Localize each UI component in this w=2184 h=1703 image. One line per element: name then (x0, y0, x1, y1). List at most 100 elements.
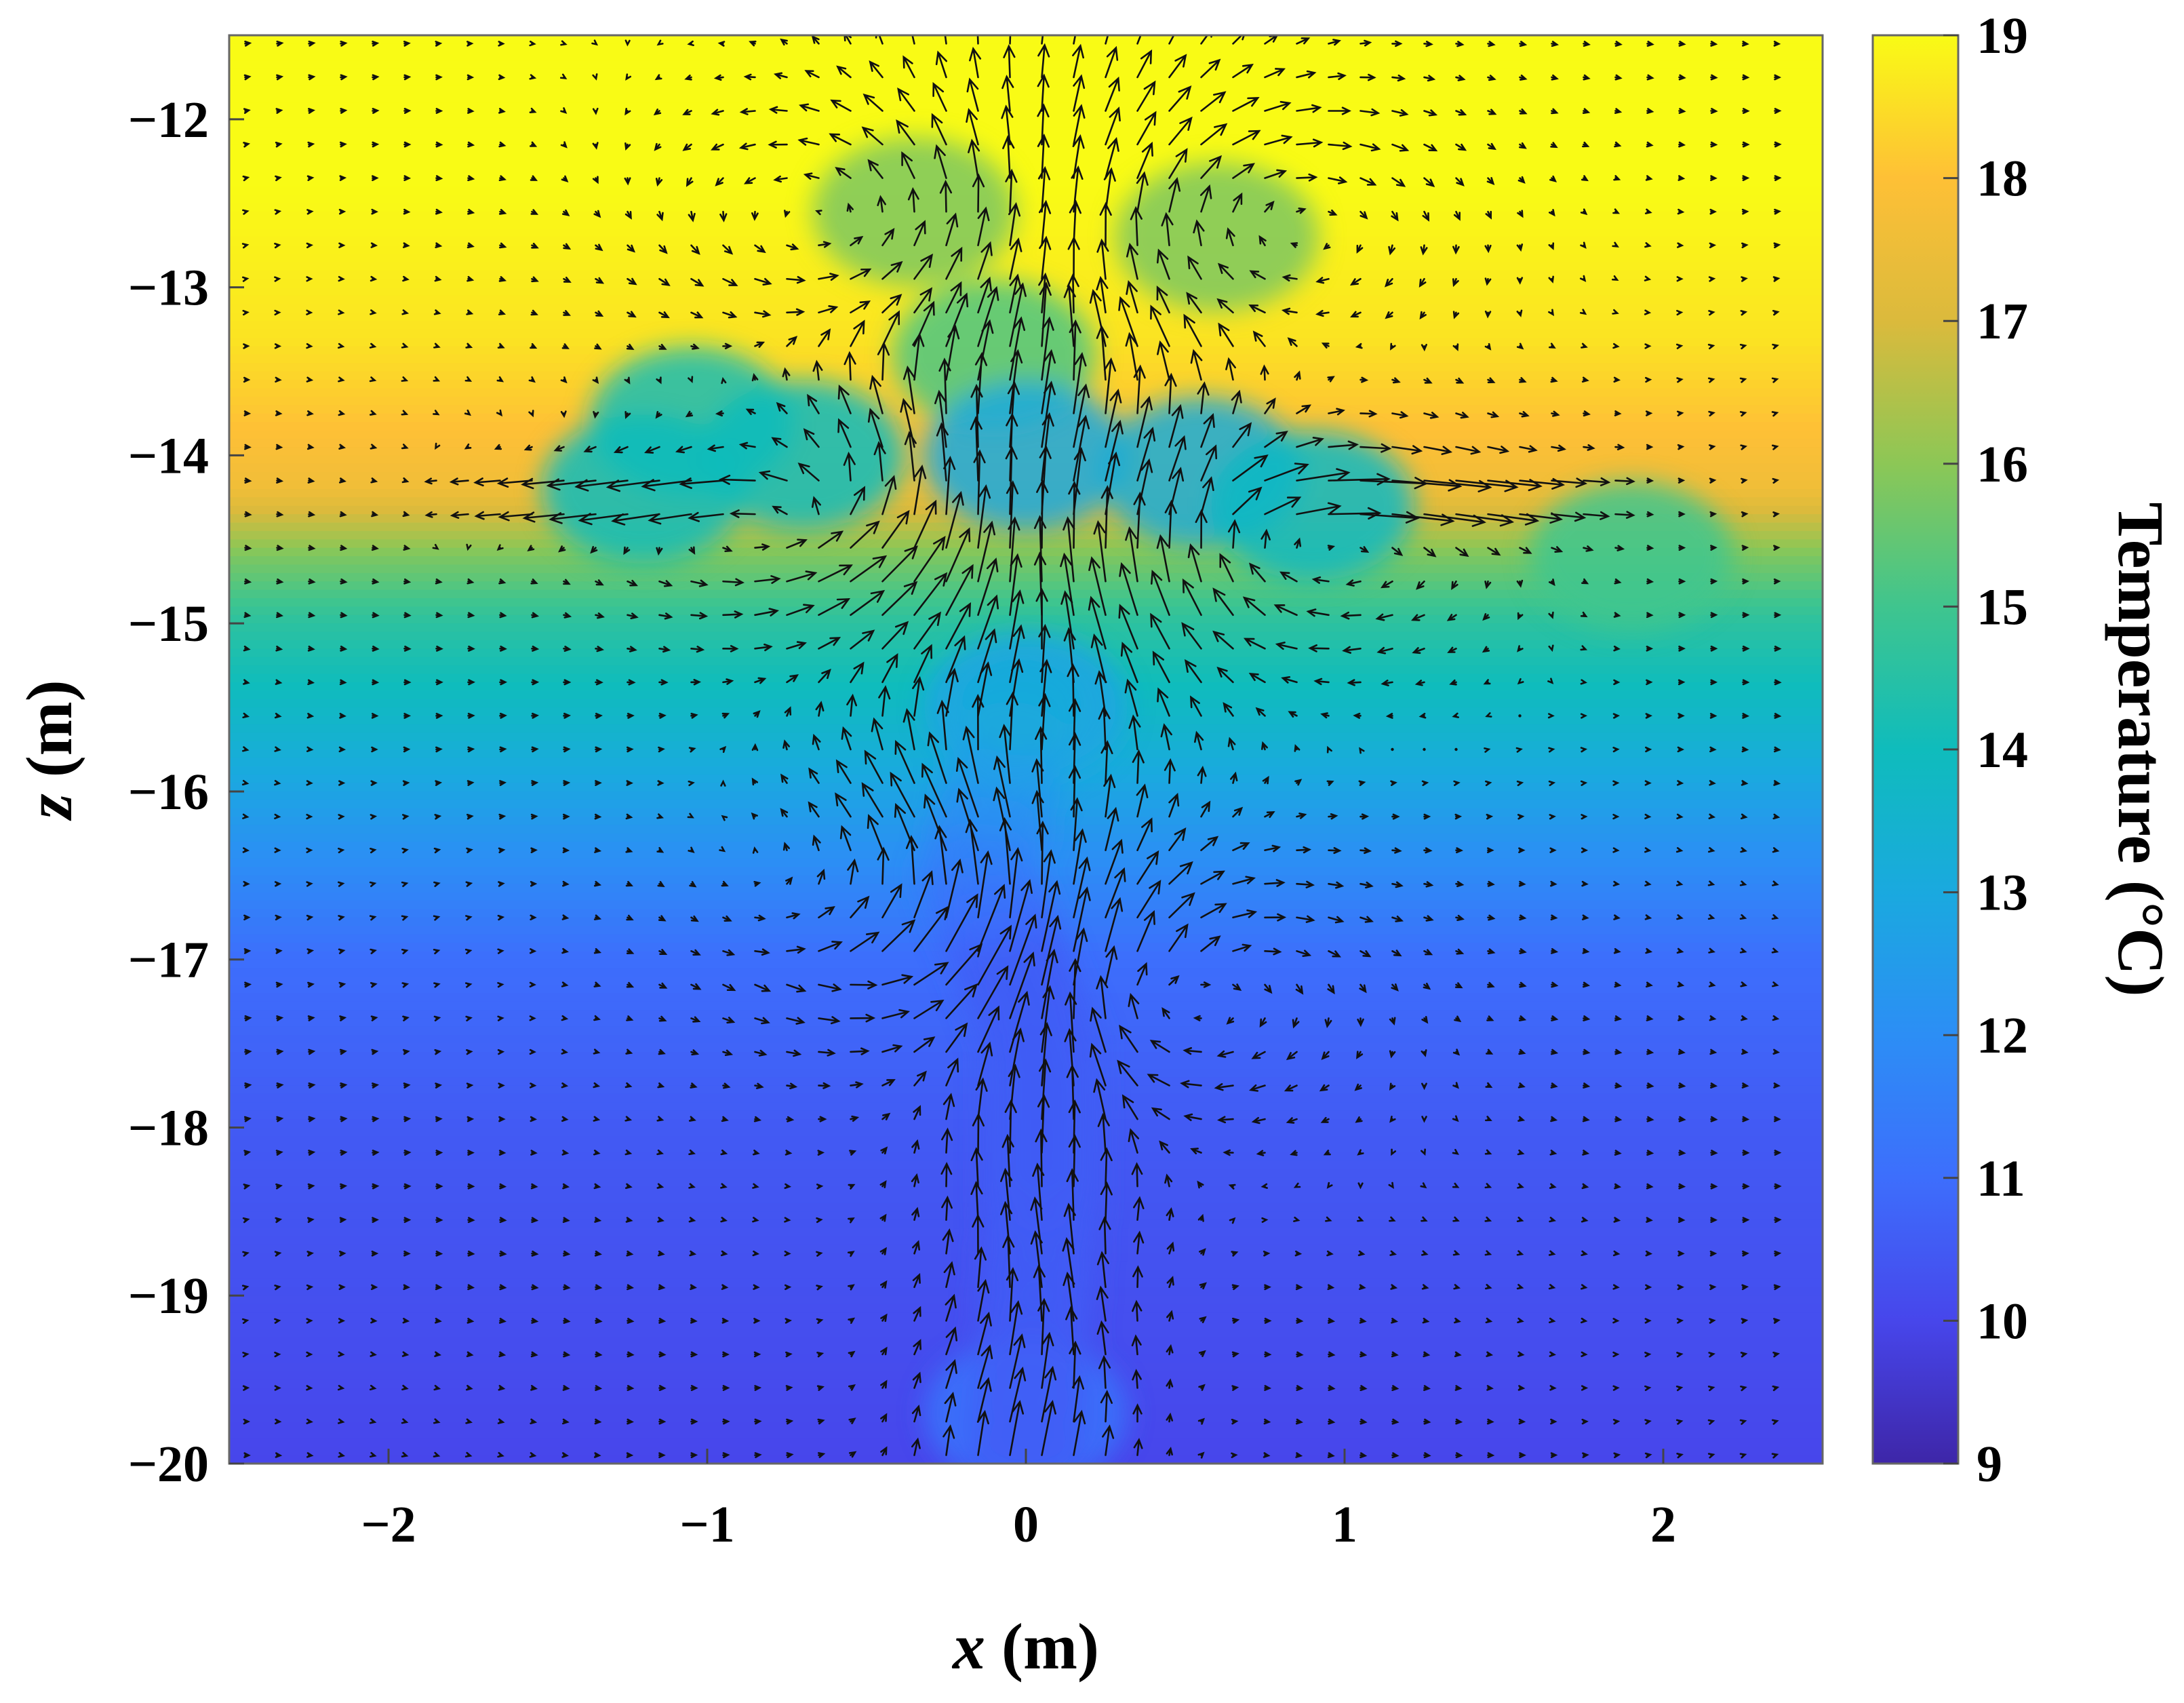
vector-arrow (306, 780, 313, 786)
vector-arrow (1326, 1250, 1334, 1257)
vector-arrow (753, 1116, 762, 1122)
vector-arrow (682, 109, 692, 115)
vector-arrow (308, 578, 316, 585)
vector-arrow (1118, 296, 1138, 347)
vector-arrow (369, 342, 377, 349)
vector-arrow (1645, 175, 1653, 181)
vector-arrow (1453, 210, 1461, 221)
vector-arrow (370, 275, 378, 282)
vector-arrow (1411, 614, 1425, 621)
vector-arrow (499, 780, 507, 786)
vector-arrow (945, 858, 964, 919)
vector-arrow (1100, 1181, 1113, 1221)
vector-arrow (1296, 208, 1307, 214)
vector-arrow (1519, 445, 1538, 453)
vector-arrow (401, 948, 409, 955)
vector-arrow (1391, 547, 1404, 556)
vector-arrow (1037, 43, 1050, 79)
vector-arrow (1356, 244, 1364, 254)
vector-arrow (658, 915, 667, 922)
vector-arrow (754, 1418, 762, 1425)
vector-arrow (467, 1284, 475, 1291)
vector-arrow (339, 175, 347, 181)
vector-arrow (689, 1250, 697, 1257)
vector-arrow (275, 410, 283, 416)
vector-arrow (786, 1116, 795, 1122)
vector-arrow (1581, 376, 1589, 383)
vector-arrow (1359, 950, 1372, 958)
vector-arrow (627, 679, 636, 686)
vector-arrow (464, 982, 473, 988)
vector-arrow (1709, 208, 1717, 215)
vector-arrow (1159, 1140, 1170, 1154)
vector-arrow (1216, 298, 1234, 314)
vector-arrow (1773, 1318, 1781, 1324)
vector-dot (1454, 747, 1458, 751)
vector-arrow (818, 241, 832, 248)
temperature-band (229, 128, 1823, 137)
vector-arrow (1121, 1094, 1138, 1120)
vector-arrow (1065, 1306, 1078, 1356)
vector-arrow (1517, 176, 1526, 184)
vector-arrow (1741, 208, 1749, 215)
vector-arrow (244, 477, 252, 484)
vector-arrow (768, 140, 788, 149)
vector-arrow (1422, 1317, 1430, 1324)
vector-arrow (338, 780, 346, 786)
vector-arrow (1162, 1007, 1170, 1019)
vector-arrow (848, 1417, 856, 1424)
vector-arrow (338, 1351, 345, 1357)
vector-arrow (1264, 983, 1273, 994)
vector-arrow (401, 477, 410, 484)
vector-arrow (1742, 141, 1750, 148)
vector-arrow (1219, 553, 1234, 583)
vector-arrow (403, 74, 412, 81)
vector-arrow (563, 1318, 571, 1324)
vector-arrow (1342, 646, 1362, 654)
vector-arrow (941, 1127, 953, 1154)
vector-arrow (308, 1082, 316, 1089)
vector-arrow (464, 443, 472, 450)
vector-arrow (1327, 376, 1335, 383)
vector-arrow (1388, 244, 1396, 256)
vector-arrow (562, 847, 570, 853)
vector-arrow (1614, 1116, 1623, 1122)
vector-arrow (434, 814, 442, 820)
vector-arrow (1359, 39, 1372, 47)
vector-arrow (1157, 687, 1170, 717)
vector-arrow (531, 612, 540, 619)
vector-arrow (932, 81, 947, 112)
vector-arrow (1227, 737, 1236, 751)
vector-arrow (1231, 1284, 1239, 1291)
vector-arrow (466, 813, 474, 820)
vector-arrow (1009, 951, 1035, 1019)
vector-arrow (1359, 1418, 1368, 1425)
vector-arrow (1294, 537, 1302, 549)
vector-arrow (593, 947, 602, 954)
vector-arrow (976, 1409, 989, 1456)
vector-arrow (306, 276, 313, 282)
vector-arrow (1774, 1250, 1782, 1257)
vector-arrow (1709, 713, 1718, 719)
vector-arrow (1614, 141, 1622, 148)
vector-arrow (1772, 1015, 1780, 1021)
vector-arrow (242, 847, 250, 853)
vector-arrow (999, 724, 1012, 784)
vector-arrow (466, 1116, 475, 1122)
vector-arrow (498, 242, 507, 249)
vector-arrow (1229, 1217, 1236, 1224)
vector-arrow (1517, 1150, 1525, 1156)
vector-arrow (1774, 713, 1782, 719)
vector-arrow (1678, 1116, 1686, 1122)
vector-arrow (1455, 1452, 1463, 1459)
vector-arrow (1126, 242, 1138, 280)
vector-arrow (1073, 74, 1086, 112)
vector-arrow (1677, 1015, 1686, 1021)
vector-arrow (530, 1116, 538, 1122)
vector-arrow (658, 311, 670, 319)
vector-arrow (1519, 74, 1528, 81)
vector-arrow (372, 679, 380, 686)
vector-arrow (945, 564, 974, 616)
vector-arrow (1119, 562, 1138, 616)
